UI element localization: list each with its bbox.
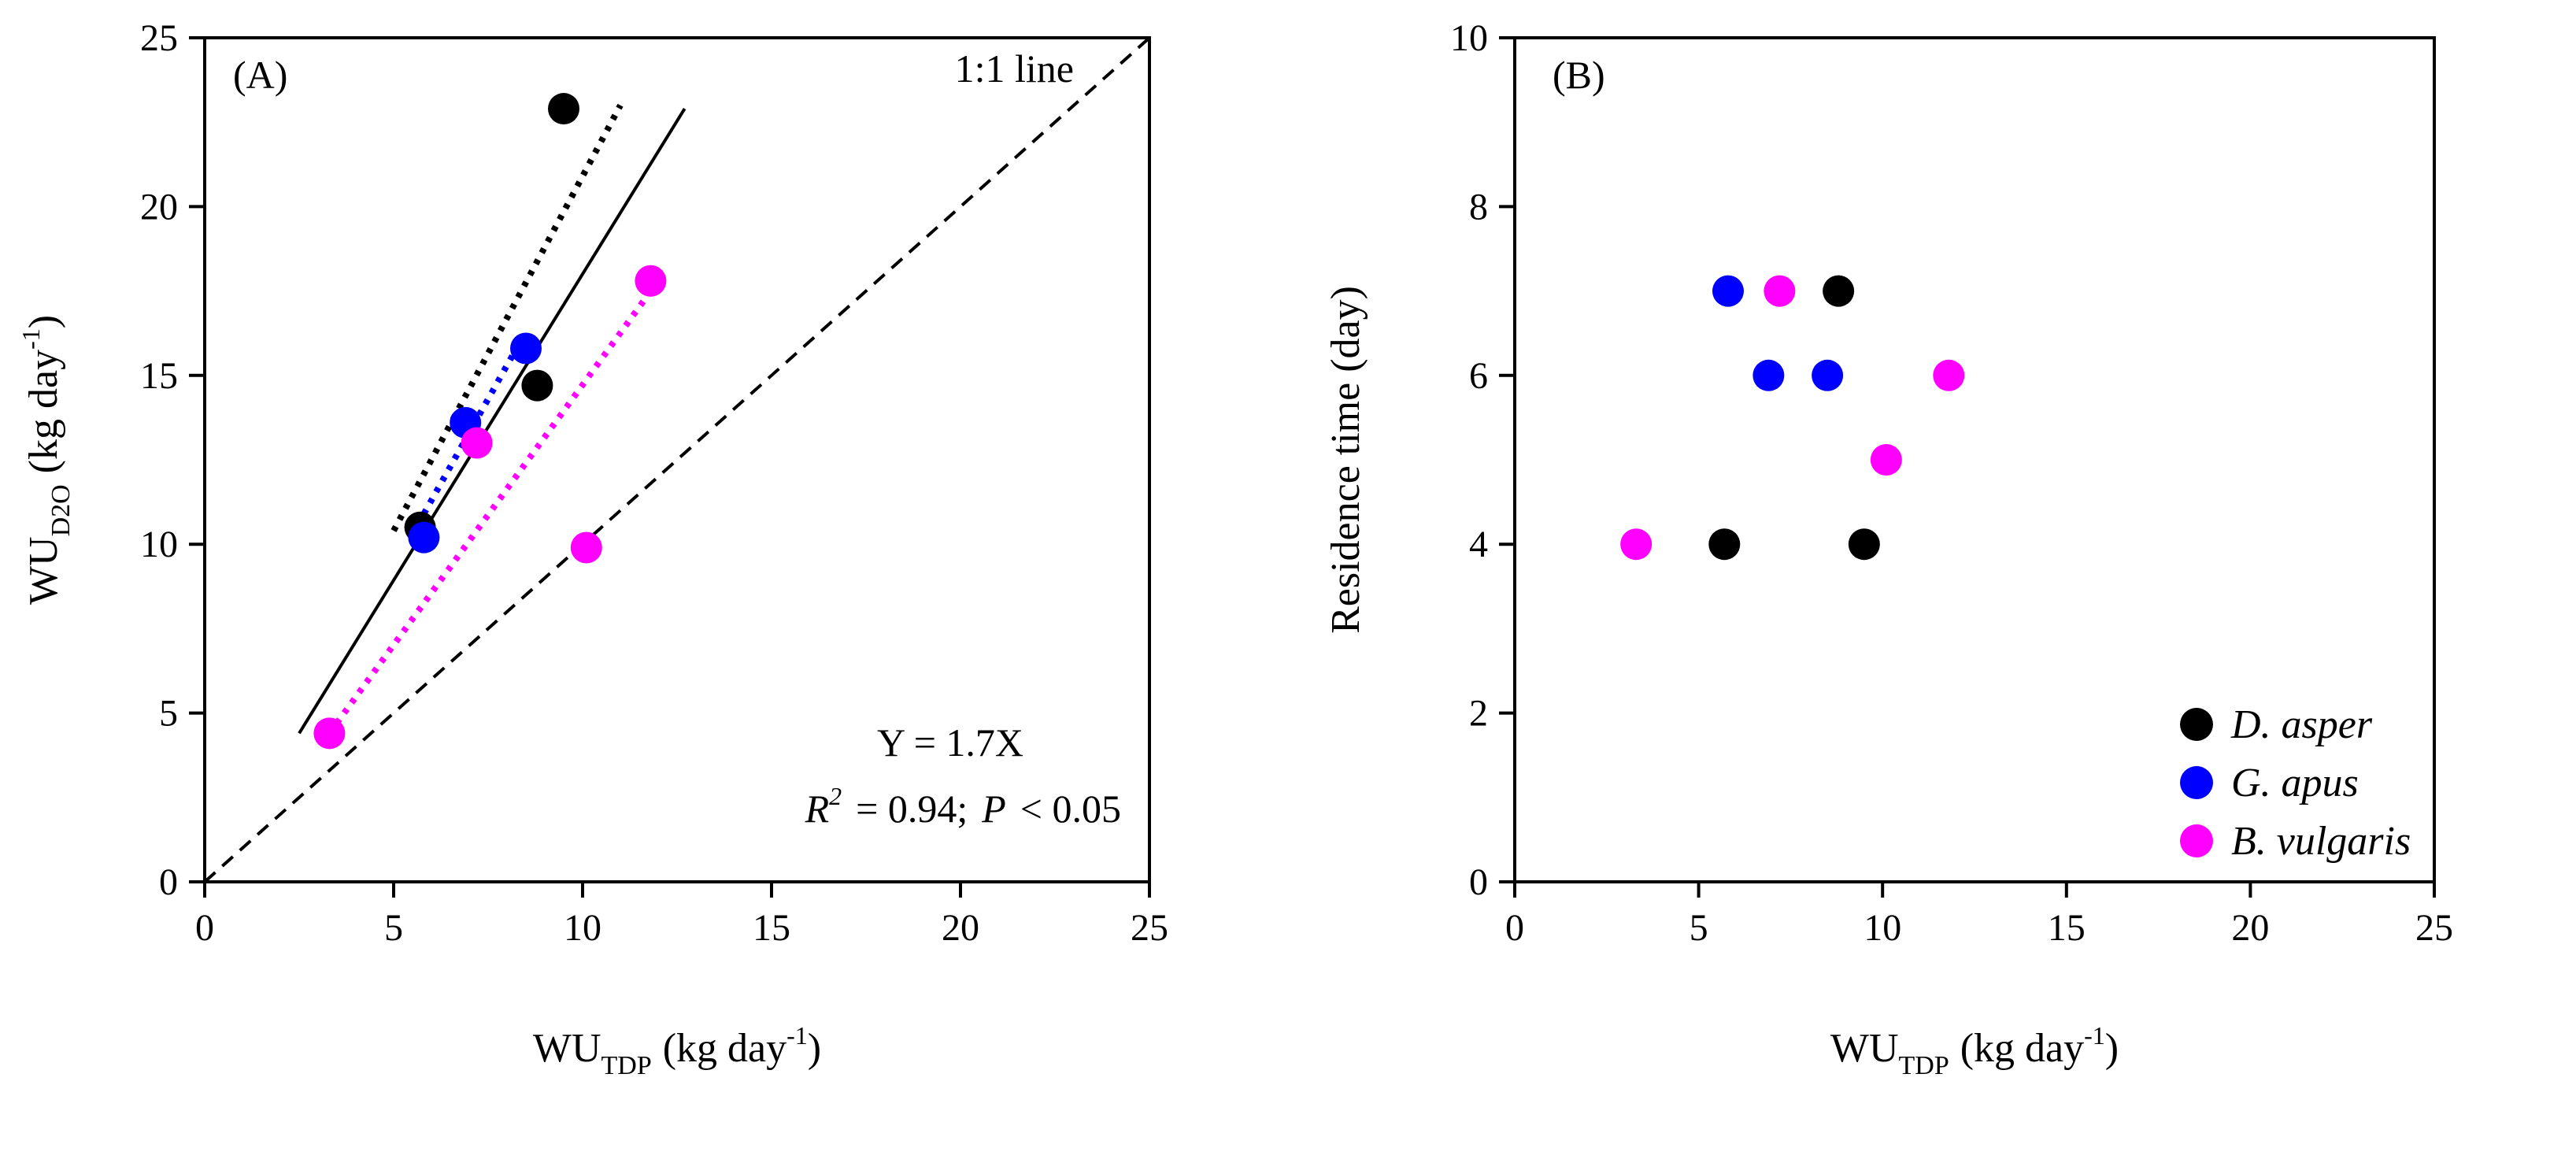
panel-a-lines	[203, 36, 1151, 883]
x-label-sup: -1	[2084, 1021, 2105, 1050]
x-label-main: WU	[533, 1026, 601, 1071]
x-tick-label: 15	[753, 907, 790, 949]
y-tick-label: 0	[1469, 861, 1488, 903]
point-g-apus	[408, 521, 440, 554]
point-b-vulgaris	[635, 265, 667, 297]
y-label-end: )	[21, 315, 66, 328]
panel-a-axes: 0 5 10 15 20 25 0 5 10 15 20 25	[140, 17, 1168, 949]
point-b-vulgaris	[461, 427, 493, 459]
panel-b-y-axis-label: Residence time (day)	[1323, 286, 1368, 634]
y-tick-label: 10	[140, 524, 178, 565]
r2-value: = 0.94;	[856, 787, 968, 831]
panel-b-axes: 0 5 10 15 20 25 0 2 4 6 8 10	[1450, 17, 2453, 949]
regression-stats: R2 = 0.94; P < 0.05	[805, 782, 1121, 831]
y-tick-label: 6	[1469, 355, 1488, 397]
p-value: < 0.05	[1020, 787, 1121, 831]
x-tick-label: 0	[1505, 907, 1524, 949]
point-g-apus	[1812, 359, 1844, 391]
panel-b-x-axis-label: WUTDP (kg day-1)	[1830, 1021, 2119, 1080]
legend-label-b-vulgaris: B. vulgaris	[2231, 819, 2411, 864]
y-tick-label: 4	[1469, 524, 1488, 565]
panel-b-points	[1620, 275, 1965, 561]
legend-marker-d-asper	[2180, 708, 2213, 741]
y-tick-label: 5	[159, 693, 178, 735]
x-label-rest: (kg day	[1960, 1026, 2084, 1071]
point-b-vulgaris	[1870, 444, 1902, 476]
identity-line-label: 1:1 line	[955, 46, 1074, 91]
x-label-sub: TDP	[1899, 1051, 1949, 1080]
point-g-apus	[1712, 275, 1744, 307]
r2-superscript: 2	[829, 782, 842, 810]
point-b-vulgaris	[1933, 359, 1965, 391]
y-tick-label: 2	[1469, 693, 1488, 735]
y-label-sup: -1	[17, 328, 45, 350]
x-label-main: WU	[1830, 1026, 1899, 1071]
y-tick-label: 0	[159, 861, 178, 903]
legend-marker-b-vulgaris	[2180, 824, 2213, 857]
point-g-apus	[1752, 359, 1785, 391]
x-label-rest: (kg day	[663, 1026, 786, 1071]
x-label-end: )	[2105, 1026, 2119, 1071]
y-label-main: WU	[21, 536, 66, 605]
x-tick-label: 5	[1690, 907, 1708, 949]
x-label-end: )	[808, 1026, 821, 1071]
panel-b-plot-frame	[1513, 36, 2436, 883]
regression-line-b-vulgaris	[327, 279, 661, 735]
point-d-asper	[548, 93, 579, 125]
x-label-sub: TDP	[601, 1051, 652, 1080]
y-tick-label: 10	[1450, 17, 1488, 59]
p-symbol: P	[981, 787, 1006, 831]
x-tick-label: 10	[1864, 907, 1901, 949]
panel-a-points	[313, 93, 667, 750]
point-d-asper	[1708, 528, 1741, 561]
point-g-apus	[510, 332, 542, 365]
y-tick-label: 25	[140, 17, 178, 59]
point-b-vulgaris	[570, 531, 602, 564]
regression-equation: Y = 1.7X	[877, 720, 1023, 765]
x-tick-label: 25	[2415, 907, 2453, 949]
panel-a-label: (A)	[233, 53, 287, 97]
r2-symbol: R	[805, 787, 830, 831]
legend: D. asper G. apus B. vulgaris	[2180, 702, 2411, 864]
legend-label-d-asper: D. asper	[2230, 702, 2373, 747]
y-tick-label: 20	[140, 186, 178, 228]
point-b-vulgaris	[1620, 528, 1653, 561]
legend-marker-g-apus	[2180, 766, 2213, 799]
x-tick-label: 20	[2231, 907, 2269, 949]
y-tick-label: 15	[140, 355, 178, 397]
x-tick-label: 25	[1131, 907, 1168, 949]
panel-a: 0 5 10 15 20 25 0 5 10 15 20 25 (A) 1:1 line Y = 1.…	[17, 17, 1168, 1080]
panel-b-label: (B)	[1553, 53, 1605, 97]
point-b-vulgaris	[313, 717, 346, 750]
regression-line-d-asper	[390, 103, 624, 532]
y-tick-label: 8	[1469, 186, 1488, 228]
x-tick-label: 10	[564, 907, 601, 949]
x-tick-label: 15	[2048, 907, 2086, 949]
panel-a-x-axis-label: WUTDP (kg day-1)	[533, 1021, 821, 1080]
regression-line-overall	[298, 107, 687, 735]
panel-a-plot-frame	[203, 36, 1151, 883]
y-label-rest: (kg day	[21, 350, 66, 473]
x-tick-label: 20	[942, 907, 979, 949]
panel-b: 0 5 10 15 20 25 0 2 4 6 8 10 (B) WUTDP (kg day-1) Re…	[1323, 17, 2453, 1080]
point-b-vulgaris	[1764, 275, 1796, 307]
y-label-sub: D2O	[46, 484, 76, 536]
point-d-asper	[521, 369, 553, 402]
point-d-asper	[1823, 275, 1855, 307]
x-tick-label: 0	[195, 907, 214, 949]
point-d-asper	[1848, 528, 1880, 561]
x-label-sup: -1	[786, 1021, 808, 1050]
x-tick-label: 5	[384, 907, 403, 949]
panel-a-y-axis-label: WUD2O (kg day-1)	[17, 315, 76, 605]
legend-label-g-apus: G. apus	[2231, 761, 2359, 805]
